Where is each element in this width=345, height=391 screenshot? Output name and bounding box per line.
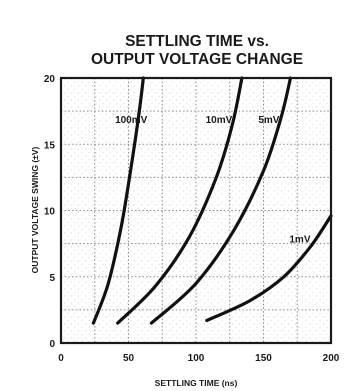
x-tick-label: 100 [188, 353, 205, 364]
y-tick-label: 15 [44, 140, 56, 151]
x-tick-label: 200 [323, 353, 340, 364]
series-label-1mv: 1mV [289, 234, 310, 245]
y-tick-label: 5 [49, 273, 55, 284]
plot-frame [59, 76, 333, 345]
chart-title-line-2: OUTPUT VOLTAGE CHANGE [91, 51, 303, 68]
grid-lines [61, 78, 331, 343]
x-tick-label: 50 [123, 353, 135, 364]
series-curve-10mv [116, 76, 244, 325]
y-tick-label: 0 [49, 339, 55, 350]
x-axis-label: SETTLING TIME (ns) [155, 378, 238, 388]
series-curve-5mv [149, 76, 293, 325]
x-tick-label: 150 [255, 353, 272, 364]
chart-title-line-1: SETTLING TIME vs. [125, 33, 269, 50]
y-axis-label: OUTPUT VOLTAGE SWING (±V) [30, 147, 40, 274]
series-curve-1mv [205, 214, 333, 323]
series-curves [91, 76, 333, 325]
y-tick-label: 10 [44, 207, 56, 218]
series-curve-100mv [91, 76, 145, 325]
x-tick-label: 0 [58, 353, 64, 364]
tick-labels: 0 50 100 150 200 0 5 10 15 20 [44, 74, 340, 364]
series-label-5mv: 5mV [258, 115, 279, 126]
series-label-10mv: 10mV [206, 115, 233, 126]
series-label-100mv: 100mV [115, 115, 148, 126]
y-tick-label: 20 [44, 74, 56, 85]
series-labels: 100mV 10mV 5mV 1mV [115, 115, 311, 245]
